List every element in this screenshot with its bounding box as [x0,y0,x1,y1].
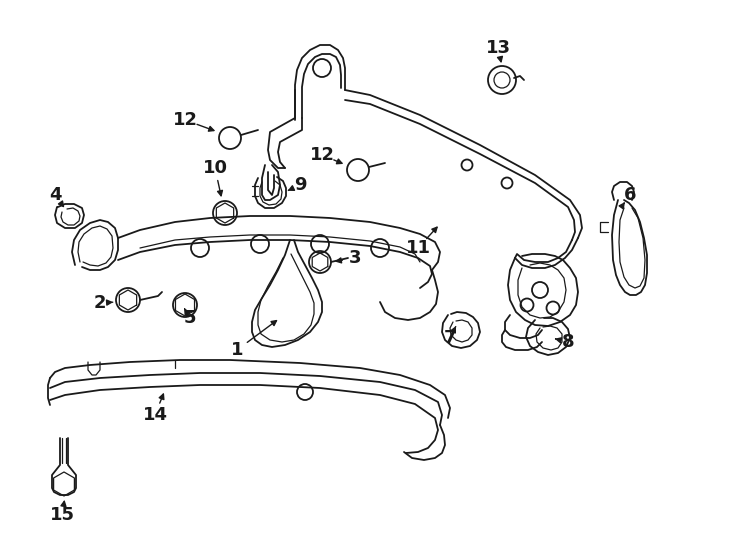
Text: 5: 5 [184,309,196,327]
Text: 12: 12 [310,146,335,164]
Text: 15: 15 [49,506,74,524]
Text: 3: 3 [349,249,361,267]
Text: 12: 12 [172,111,197,129]
Text: 2: 2 [94,294,106,312]
Text: 6: 6 [624,186,636,204]
Text: 7: 7 [444,329,457,347]
Text: 8: 8 [562,333,574,351]
Text: 1: 1 [230,341,243,359]
Text: 13: 13 [485,39,511,57]
Text: 9: 9 [294,176,306,194]
Text: 10: 10 [203,159,228,177]
Text: 11: 11 [405,239,431,257]
Text: 14: 14 [142,406,167,424]
Text: 4: 4 [48,186,61,204]
